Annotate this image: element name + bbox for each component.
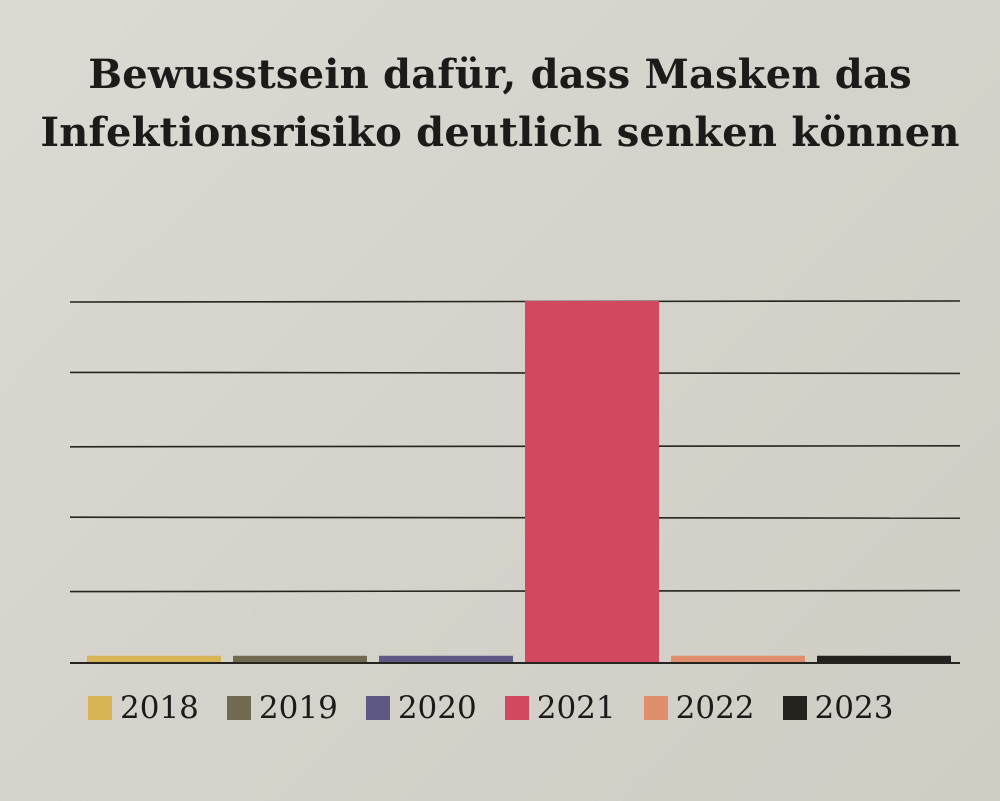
legend-item-2022: 2022: [643, 690, 755, 726]
legend-item-2021: 2021: [504, 690, 616, 726]
bar-2022: [671, 655, 805, 663]
legend-label-2022: 2022: [675, 690, 755, 726]
bar-2019: [233, 655, 367, 663]
legend-label-2023: 2023: [814, 690, 894, 726]
chart-title: Bewusstsein dafür, dass Masken das Infek…: [0, 46, 1000, 162]
legend-label-2018: 2018: [120, 690, 199, 726]
gridline: [69, 516, 961, 520]
legend: 2018 2019 2020 2021 2022 2023: [88, 682, 958, 734]
legend-item-2023: 2023: [782, 690, 894, 726]
legend-swatch-2018: [88, 696, 112, 720]
chart-title-line-1: Bewusstsein dafür, dass Masken das: [88, 51, 912, 98]
legend-swatch-2023: [782, 696, 807, 720]
gridline: [69, 300, 961, 303]
legend-swatch-2020: [365, 696, 390, 720]
bar-2018: [87, 655, 221, 663]
legend-label-2020: 2020: [397, 690, 477, 726]
legend-item-2018: 2018: [88, 690, 199, 726]
bar-2020: [379, 655, 513, 663]
gridline: [69, 589, 961, 593]
gridline: [69, 444, 961, 448]
bars: [87, 301, 951, 663]
gridline: [69, 371, 961, 375]
legend-swatch-2021: [504, 696, 529, 720]
legend-item-2019: 2019: [226, 690, 338, 726]
legend-label-2021: 2021: [536, 690, 616, 726]
bar-2023: [817, 655, 951, 663]
legend-swatch-2022: [643, 696, 668, 720]
legend-item-2020: 2020: [365, 690, 477, 726]
bar-2021: [525, 301, 659, 663]
legend-label-2019: 2019: [258, 690, 338, 726]
legend-swatch-2019: [226, 696, 251, 720]
gridlines: [69, 300, 961, 593]
chart-title-line-2: Infektionsrisiko deutlich senken können: [40, 109, 960, 156]
